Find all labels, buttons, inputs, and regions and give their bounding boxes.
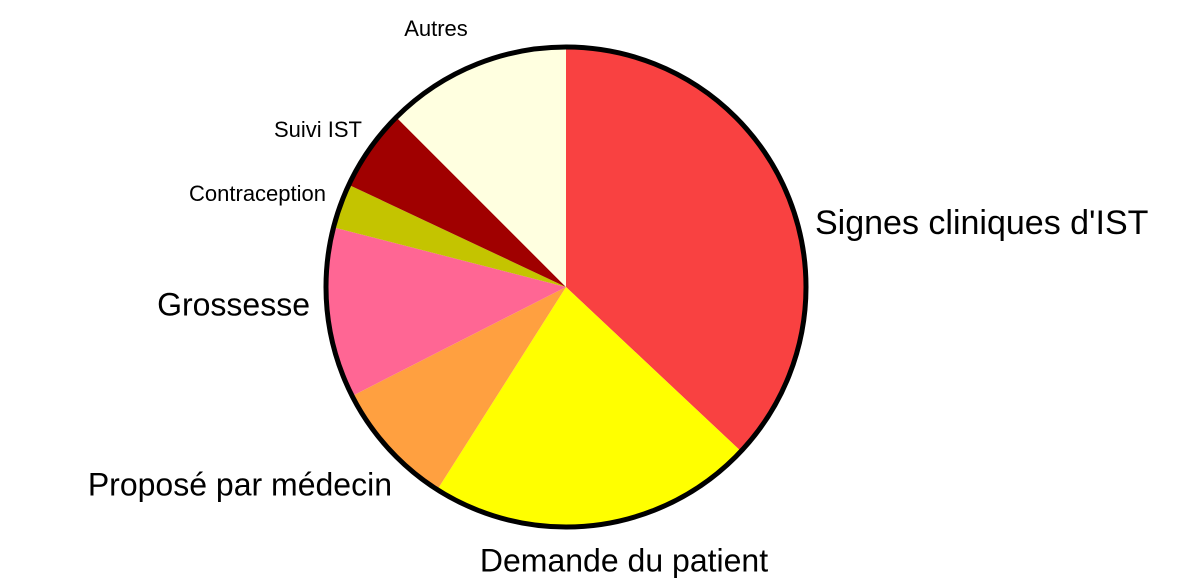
pie-slice <box>396 47 566 287</box>
pie-slice <box>352 287 566 490</box>
slice-label: Grossesse <box>157 286 310 322</box>
slice-label: Demande du patient <box>480 542 768 578</box>
pie-slice <box>333 184 566 287</box>
slice-label: Autres <box>404 16 468 41</box>
pie-slice <box>348 117 566 287</box>
slice-label: Contraception <box>189 181 326 206</box>
pie-slice <box>566 47 806 452</box>
pie-slice <box>437 287 741 527</box>
slice-label: Proposé par médecin <box>88 466 392 502</box>
pie-slice <box>325 227 566 396</box>
slice-label: Signes cliniques d'IST <box>815 204 1148 242</box>
slice-label: Suivi IST <box>274 117 362 142</box>
pie-border <box>323 44 809 530</box>
